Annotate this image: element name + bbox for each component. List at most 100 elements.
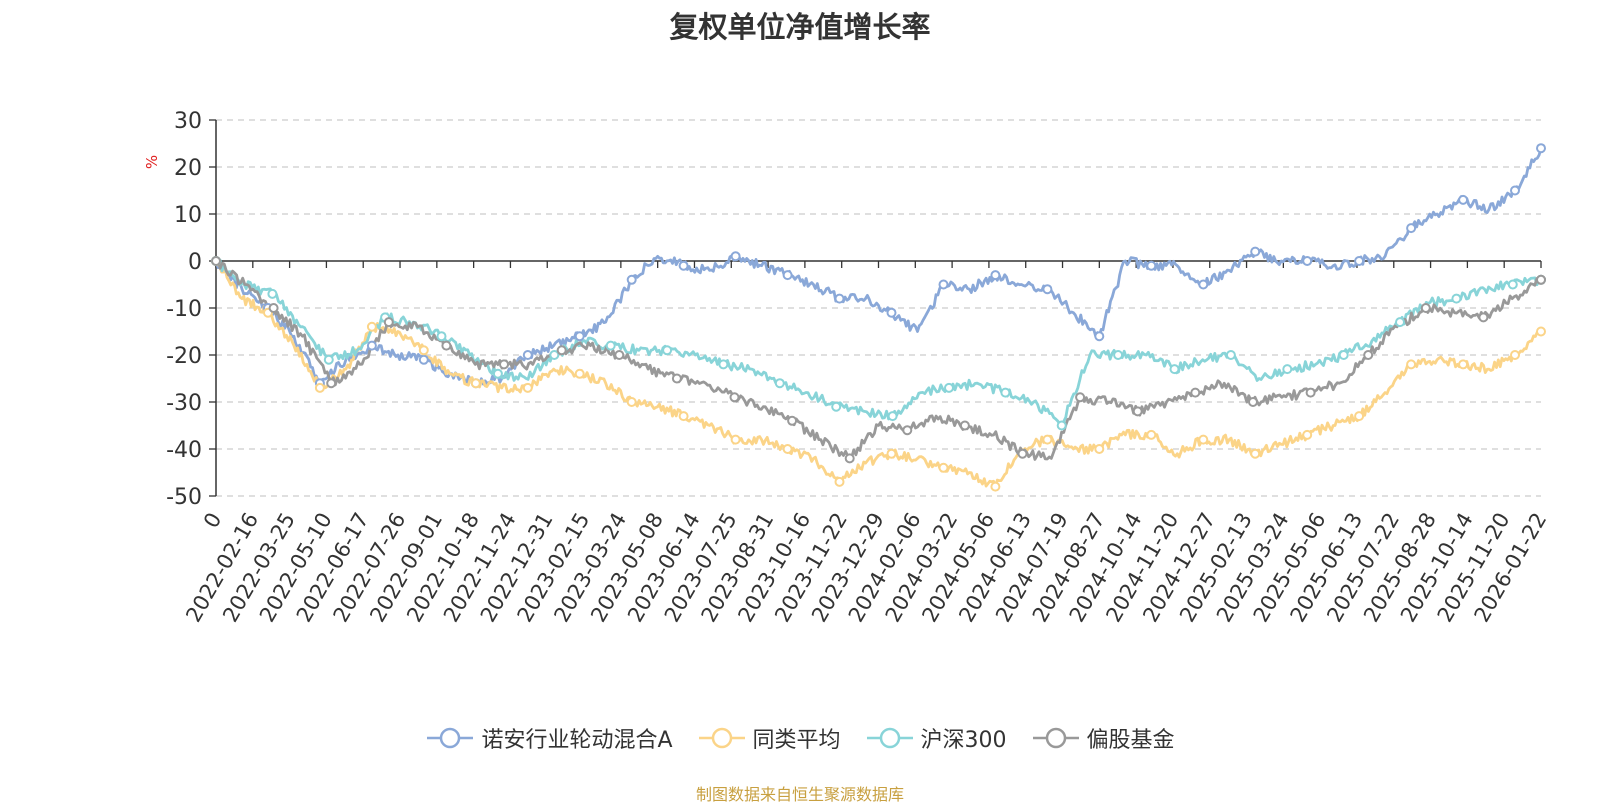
axes: 3020100-10-20-30-40-5002022-02-162022-03… xyxy=(166,109,1551,626)
data-point xyxy=(938,462,949,473)
y-tick-label: 20 xyxy=(174,156,202,181)
data-point xyxy=(574,368,585,379)
data-point xyxy=(366,321,377,332)
legend-item[interactable]: 沪深300 xyxy=(865,722,1007,754)
data-point xyxy=(1282,364,1293,375)
data-point xyxy=(418,354,429,365)
data-point xyxy=(1536,143,1546,154)
y-tick-label: 10 xyxy=(174,203,202,228)
data-point xyxy=(1406,359,1417,370)
data-point xyxy=(441,340,452,351)
data-point xyxy=(522,350,533,360)
data-point xyxy=(1458,359,1469,370)
y-tick-label: -30 xyxy=(166,391,202,416)
data-point xyxy=(834,476,845,487)
legend-label: 偏股基金 xyxy=(1086,728,1175,753)
data-point xyxy=(436,331,447,342)
data-point xyxy=(383,317,394,328)
data-point xyxy=(1536,326,1546,337)
legend-line-circle-icon xyxy=(1032,727,1079,749)
data-point xyxy=(1305,387,1316,398)
data-point xyxy=(418,345,429,356)
data-point xyxy=(1190,387,1201,398)
data-point xyxy=(1132,406,1143,417)
data-point xyxy=(959,420,970,431)
series-line xyxy=(214,258,1542,427)
data-point xyxy=(1146,429,1157,440)
data-point xyxy=(1478,312,1489,323)
y-tick-label: -40 xyxy=(166,438,202,463)
data-point xyxy=(1225,350,1236,360)
legend-line-circle-icon xyxy=(698,727,745,749)
y-tick-label: 30 xyxy=(174,109,202,134)
data-point xyxy=(1510,185,1520,196)
chart-title: 复权单位净值增长率 xyxy=(669,10,931,44)
data-point xyxy=(1094,331,1105,342)
series-markers xyxy=(211,143,1546,492)
data-point xyxy=(730,251,741,262)
data-point xyxy=(671,373,682,384)
data-point xyxy=(1094,444,1105,454)
data-point xyxy=(1451,293,1462,304)
series-line xyxy=(214,260,1542,488)
data-point xyxy=(574,331,585,342)
data-point xyxy=(1198,434,1209,445)
data-point xyxy=(1507,279,1518,290)
data-point xyxy=(774,378,785,389)
data-point xyxy=(782,444,793,454)
data-point xyxy=(499,359,509,370)
legend-label: 沪深300 xyxy=(920,728,1007,753)
data-point xyxy=(944,382,954,393)
data-point xyxy=(887,411,898,422)
data-point xyxy=(662,345,673,356)
data-point xyxy=(1354,256,1365,266)
data-point xyxy=(1042,434,1053,445)
data-point xyxy=(782,270,793,281)
line-chart: 3020100-10-20-30-40-5002022-02-162022-03… xyxy=(143,109,1551,626)
data-point xyxy=(267,288,278,299)
data-point xyxy=(1169,364,1180,375)
data-point xyxy=(787,415,798,426)
data-point xyxy=(1000,387,1011,398)
data-point xyxy=(492,368,503,379)
data-point xyxy=(1113,350,1124,360)
legend: 诺安行业轮动混合A 同类平均 沪深300 偏股基金 xyxy=(0,722,1600,754)
data-point xyxy=(886,448,897,459)
data-point xyxy=(831,401,842,412)
data-point xyxy=(678,260,689,271)
legend-item[interactable]: 偏股基金 xyxy=(1031,722,1175,754)
x-tick-label: 0 xyxy=(199,509,226,533)
data-point xyxy=(1075,392,1086,403)
y-axis-unit-label: % xyxy=(143,155,161,169)
data-point xyxy=(834,293,845,304)
series-lines xyxy=(214,147,1543,488)
legend-line-circle-icon xyxy=(866,727,913,749)
data-point xyxy=(1363,350,1374,360)
data-point xyxy=(730,434,741,445)
data-point xyxy=(1406,223,1417,234)
y-tick-label: -20 xyxy=(166,344,202,369)
legend-item[interactable]: 同类平均 xyxy=(697,722,841,754)
data-point xyxy=(1458,194,1469,205)
data-point xyxy=(1354,411,1365,422)
data-point xyxy=(990,270,1001,281)
data-point xyxy=(886,307,897,318)
data-point xyxy=(729,392,740,403)
data-point xyxy=(626,274,637,285)
legend-item[interactable]: 诺安行业轮动混合A xyxy=(425,722,673,754)
data-point xyxy=(1146,260,1157,271)
legend-label: 诺安行业轮动混合A xyxy=(481,728,673,753)
data-point xyxy=(366,340,377,351)
data-point xyxy=(1302,429,1313,440)
data-point xyxy=(326,378,337,389)
data-point xyxy=(522,382,533,393)
data-point xyxy=(718,359,729,370)
data-point xyxy=(605,340,616,351)
data-point xyxy=(844,453,855,464)
data-point xyxy=(938,279,949,290)
grid-lines xyxy=(216,119,1541,497)
data-point xyxy=(470,378,481,389)
data-point xyxy=(556,345,567,356)
data-point xyxy=(1248,397,1258,407)
data-point xyxy=(1510,350,1520,360)
